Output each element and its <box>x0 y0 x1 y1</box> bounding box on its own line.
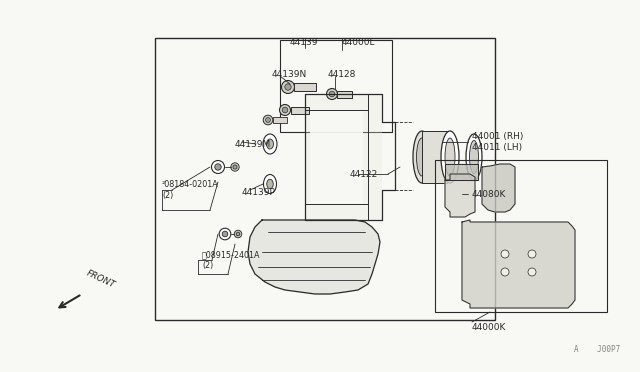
Circle shape <box>285 84 291 90</box>
Ellipse shape <box>417 138 428 176</box>
Ellipse shape <box>263 134 277 154</box>
Circle shape <box>528 250 536 258</box>
Ellipse shape <box>441 131 459 183</box>
Text: A    J00P7: A J00P7 <box>573 345 620 354</box>
Polygon shape <box>445 174 475 217</box>
Polygon shape <box>248 220 380 294</box>
Bar <box>155 38 495 320</box>
Ellipse shape <box>266 139 273 149</box>
Circle shape <box>329 91 335 97</box>
Bar <box>273 117 287 123</box>
Polygon shape <box>462 220 575 308</box>
Circle shape <box>234 230 242 238</box>
Circle shape <box>528 268 536 276</box>
Circle shape <box>211 160 225 173</box>
Circle shape <box>231 163 239 171</box>
Bar <box>310 110 363 204</box>
Circle shape <box>233 165 237 169</box>
Bar <box>291 106 308 113</box>
Text: 44139: 44139 <box>290 38 319 47</box>
Circle shape <box>236 232 240 236</box>
Text: 44139M: 44139M <box>235 140 271 148</box>
Text: FRONT: FRONT <box>85 269 116 290</box>
Text: 44139N: 44139N <box>272 70 307 78</box>
Circle shape <box>282 107 288 113</box>
Circle shape <box>222 231 228 237</box>
Circle shape <box>263 115 273 125</box>
Ellipse shape <box>413 131 431 183</box>
Bar <box>337 90 353 97</box>
Circle shape <box>282 80 294 93</box>
Text: Ⓟ08915-2401A
(2): Ⓟ08915-2401A (2) <box>202 250 260 270</box>
Bar <box>435 160 607 312</box>
Circle shape <box>219 228 231 240</box>
Circle shape <box>501 250 509 258</box>
Text: 44122: 44122 <box>350 170 378 179</box>
Ellipse shape <box>267 179 273 189</box>
Ellipse shape <box>264 174 276 193</box>
Bar <box>294 83 317 91</box>
Text: 44080K: 44080K <box>472 189 506 199</box>
Polygon shape <box>482 164 515 212</box>
Ellipse shape <box>470 141 479 173</box>
Text: 44139P: 44139P <box>242 187 276 196</box>
Polygon shape <box>445 164 478 180</box>
Text: ²08184-0201A
(2): ²08184-0201A (2) <box>162 180 219 200</box>
Ellipse shape <box>466 134 482 180</box>
Circle shape <box>215 164 221 170</box>
Bar <box>422 131 447 183</box>
Text: 44001 (RH)
44011 (LH): 44001 (RH) 44011 (LH) <box>472 132 524 152</box>
Ellipse shape <box>445 138 455 176</box>
Text: 44000L: 44000L <box>342 38 376 47</box>
Circle shape <box>501 268 509 276</box>
Bar <box>305 94 382 220</box>
Text: 44128: 44128 <box>328 70 356 78</box>
Text: 44000K: 44000K <box>472 323 506 331</box>
Circle shape <box>280 105 291 115</box>
Circle shape <box>326 89 337 99</box>
Circle shape <box>266 118 270 122</box>
Bar <box>280 40 392 132</box>
